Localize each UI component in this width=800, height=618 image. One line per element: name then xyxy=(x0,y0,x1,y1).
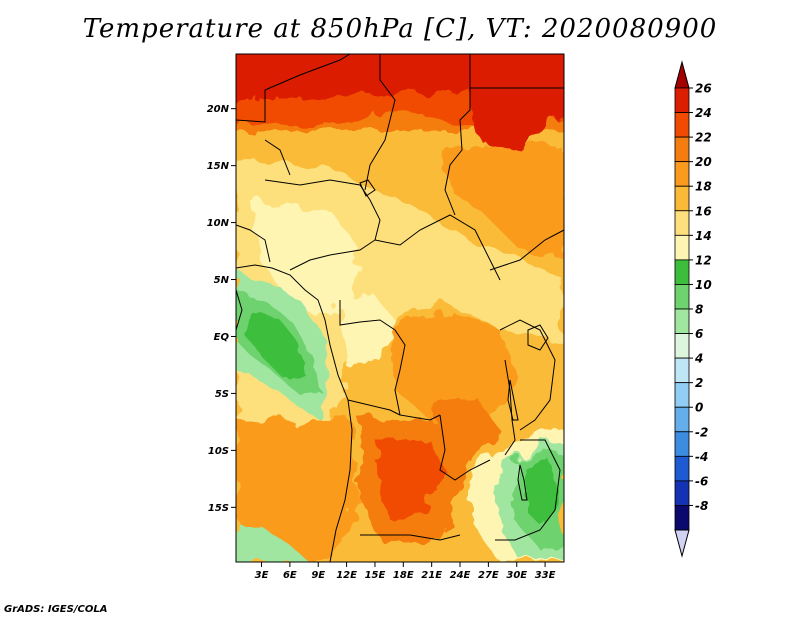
lon-tick-0: 3E xyxy=(255,562,269,581)
lat-tick-0: 20N xyxy=(207,104,236,115)
colorbar-level-label: -6 xyxy=(695,474,708,488)
lon-label: 6E xyxy=(283,570,297,581)
lat-tick-3: 5N xyxy=(214,275,236,286)
lon-tick-8: 27E xyxy=(478,562,499,581)
colorbar-swatch xyxy=(674,112,690,138)
lon-tick-6: 21E xyxy=(421,562,442,581)
lat-label: 5N xyxy=(214,275,230,286)
colorbar-level-label: 6 xyxy=(695,327,703,341)
colorbar-level-label: 10 xyxy=(695,278,712,292)
map-title: Temperature at 850hPa [C], VT: 202008090… xyxy=(82,14,718,44)
lon-label: 15E xyxy=(365,570,386,581)
lon-tick-10: 33E xyxy=(535,562,556,581)
colorbar-level-label: -4 xyxy=(695,450,708,464)
colorbar-swatch xyxy=(674,357,690,384)
colorbar-level-label: 20 xyxy=(695,155,712,169)
lon-label: 9E xyxy=(311,570,325,581)
colorbar-level-label: 8 xyxy=(695,303,703,317)
colorbar-swatch xyxy=(674,136,690,163)
lat-tick-1: 15N xyxy=(207,161,236,172)
colorbar-swatch xyxy=(674,480,690,506)
lon-label: 12E xyxy=(336,570,357,581)
colorbar-level-label: 14 xyxy=(695,229,712,243)
country-boundaries xyxy=(236,54,564,562)
colorbar-swatch xyxy=(674,87,690,113)
lon-label: 21E xyxy=(421,570,442,581)
colorbar-swatch xyxy=(674,161,690,187)
lakes xyxy=(359,179,549,501)
lat-tick-4: EQ xyxy=(214,332,236,343)
colorbar-top-arrow xyxy=(674,60,690,89)
colorbar-swatch xyxy=(674,185,690,212)
longitude-axis: 3E 6E 9E 12E 15E 18E 21E 24E 27E 30E 33E xyxy=(255,562,556,581)
lon-label: 24E xyxy=(450,570,471,581)
colorbar-swatch xyxy=(674,284,690,310)
colorbar-swatch xyxy=(674,333,690,359)
lat-label: 15S xyxy=(208,503,229,514)
colorbar-swatch xyxy=(674,308,690,334)
lat-tick-5: 5S xyxy=(215,389,236,400)
colorbar-level-label: 2 xyxy=(695,376,703,390)
lon-label: 18E xyxy=(393,570,414,581)
lat-tick-6: 10S xyxy=(208,446,236,457)
colorbar-level-label: 0 xyxy=(695,401,703,415)
temperature-field xyxy=(236,54,564,562)
colorbar-level-label: -8 xyxy=(695,499,708,513)
colorbar-level-label: -2 xyxy=(695,425,708,439)
lat-label: 10S xyxy=(208,446,229,457)
lat-tick-2: 10N xyxy=(207,218,236,229)
colorbar-bottom-arrow xyxy=(674,529,690,558)
colorbar-swatch xyxy=(674,406,690,433)
lon-tick-1: 6E xyxy=(283,562,297,581)
lon-label: 27E xyxy=(478,570,499,581)
colorbar-level-label: 4 xyxy=(694,352,703,366)
colorbar-swatch xyxy=(674,259,690,285)
credit-label: GrADS: IGES/COLA xyxy=(4,604,108,615)
lon-label: 3E xyxy=(255,570,269,581)
lat-label: EQ xyxy=(214,332,230,343)
colorbar-swatch xyxy=(674,455,690,482)
colorbar-level-label: 18 xyxy=(695,180,712,194)
lat-label: 20N xyxy=(207,104,230,115)
latitude-axis: 20N 15N 10N 5N EQ 5S 10S 15S xyxy=(207,104,236,514)
lon-tick-3: 12E xyxy=(336,562,357,581)
lon-tick-7: 24E xyxy=(450,562,471,581)
lat-label: 10N xyxy=(207,218,230,229)
lon-label: 33E xyxy=(535,570,556,581)
lat-label: 5S xyxy=(215,389,229,400)
map-frame xyxy=(235,53,565,563)
lon-label: 30E xyxy=(506,570,527,581)
colorbar-swatch xyxy=(674,382,690,408)
colorbar-swatch xyxy=(674,431,690,457)
lat-tick-7: 15S xyxy=(208,503,236,514)
lon-tick-5: 18E xyxy=(393,562,414,581)
lon-tick-9: 30E xyxy=(506,562,527,581)
colorbar-level-label: 16 xyxy=(695,204,712,218)
lon-tick-4: 15E xyxy=(365,562,386,581)
colorbar-level-label: 22 xyxy=(695,131,712,145)
colorbar-swatch xyxy=(674,505,690,531)
colorbar-level-label: 24 xyxy=(695,106,712,120)
lat-label: 15N xyxy=(207,161,230,172)
lon-tick-2: 9E xyxy=(311,562,325,581)
colorbar-swatch xyxy=(674,234,690,261)
colorbar-level-label: 26 xyxy=(695,82,712,96)
colorbar-level-label: 12 xyxy=(695,253,712,267)
colorbar-swatch xyxy=(674,210,690,236)
